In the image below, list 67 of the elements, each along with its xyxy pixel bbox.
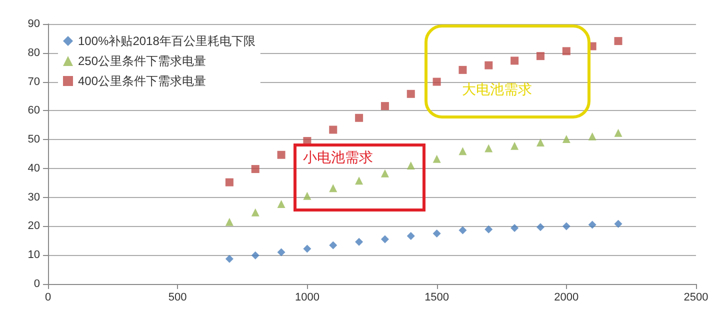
point <box>432 78 441 86</box>
point <box>251 208 260 216</box>
annotation: 大电池需求 <box>462 82 532 98</box>
point <box>536 52 544 60</box>
y-tick-label: 80 <box>28 46 40 59</box>
point <box>510 224 519 232</box>
y-tick-label: 20 <box>28 220 40 232</box>
legend-label: 250公里条件下需求电量 <box>78 54 206 68</box>
x-tick-label: 1500 <box>424 292 450 304</box>
point <box>277 200 286 208</box>
point <box>510 56 519 65</box>
point <box>458 66 467 74</box>
point <box>614 37 622 46</box>
point <box>432 229 441 238</box>
point <box>380 235 389 244</box>
point <box>329 184 338 192</box>
x-tick-label: 1000 <box>294 292 320 304</box>
y-tick-label: 0 <box>34 278 40 290</box>
point <box>614 220 622 228</box>
point <box>277 248 286 256</box>
point <box>329 241 338 250</box>
y-tick-label: 10 <box>28 249 40 262</box>
y-tick-label: 50 <box>28 134 40 146</box>
point <box>406 232 415 240</box>
annotation: 小电池需求 <box>303 150 373 166</box>
point <box>251 251 260 260</box>
point <box>432 154 441 163</box>
point <box>251 165 260 174</box>
point <box>329 126 338 134</box>
point <box>536 223 544 232</box>
y-tick-label: 70 <box>28 76 40 88</box>
point <box>614 128 622 137</box>
legend-label: 400公里条件下需求电量 <box>78 74 206 88</box>
point <box>355 238 364 246</box>
y-tick-label: 60 <box>28 104 40 117</box>
point <box>510 142 519 150</box>
point <box>380 169 389 178</box>
point <box>225 178 234 186</box>
point <box>277 150 286 159</box>
point <box>484 225 493 234</box>
point <box>588 220 596 229</box>
point <box>303 244 312 253</box>
point <box>303 192 312 200</box>
point <box>458 226 467 234</box>
point <box>225 254 234 263</box>
y-tick-label: 40 <box>28 162 40 174</box>
point <box>380 102 389 110</box>
x-tick-label: 2000 <box>554 292 579 304</box>
y-tick-label: 30 <box>28 191 40 204</box>
point <box>484 61 493 70</box>
point <box>406 162 415 170</box>
point <box>355 114 364 122</box>
x-tick-label: 2500 <box>684 292 708 304</box>
point <box>458 147 467 156</box>
x-tick-label: 500 <box>168 292 187 304</box>
legend-label: 100%补贴2018年百公里耗电下限 <box>78 34 256 48</box>
point <box>562 134 570 143</box>
point <box>562 47 570 56</box>
y-tick-label: 90 <box>28 18 40 30</box>
point <box>588 132 596 140</box>
x-tick-label: 0 <box>44 292 52 304</box>
point <box>225 218 234 226</box>
point <box>355 176 364 185</box>
point <box>406 90 415 98</box>
point <box>562 222 570 230</box>
point <box>484 144 493 152</box>
point <box>536 138 544 146</box>
